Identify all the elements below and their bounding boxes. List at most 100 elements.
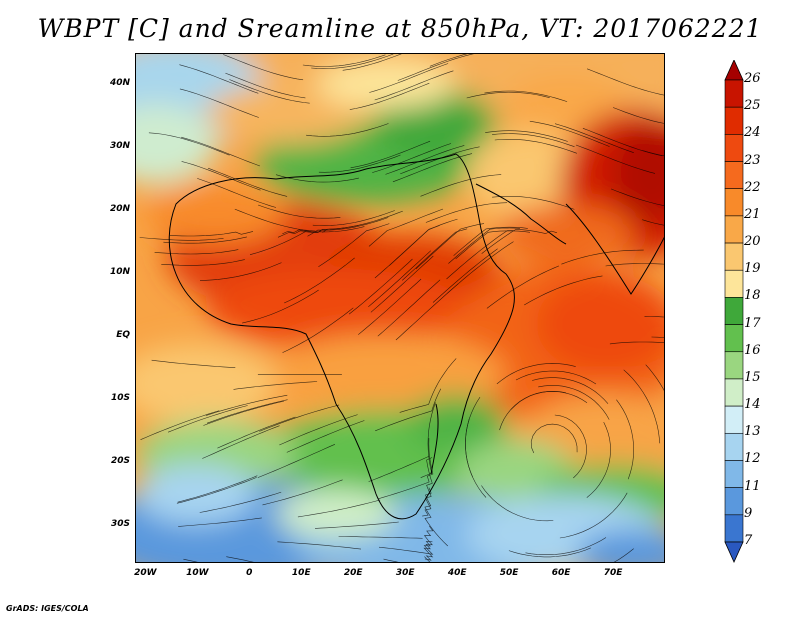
streamline: [377, 279, 441, 337]
streamline: [399, 358, 457, 413]
streamline: [181, 136, 261, 167]
lon-label-10e: 10E: [291, 568, 311, 578]
streamline: [167, 405, 248, 433]
colorbar-bin-14: [724, 432, 744, 461]
colorbar-label-14: 14: [744, 397, 761, 413]
streamline: [169, 231, 254, 237]
streamline: [494, 139, 578, 154]
credit-text: GrADS: IGES/COLA: [6, 604, 89, 613]
colorbar-label-12: 12: [744, 451, 761, 467]
streamline: [177, 475, 258, 503]
streamline: [446, 230, 514, 280]
colorbar-label-16: 16: [744, 342, 761, 358]
streamline: [432, 248, 498, 303]
chart-title: WBPT [C] and Sreamline at 850hPa, VT: 20…: [37, 14, 763, 43]
streamline: [510, 391, 588, 411]
colorbar-bin-10: [724, 324, 744, 353]
colorbar-label-23: 23: [744, 152, 761, 168]
streamline: [492, 196, 575, 210]
colorbar-bin-5: [724, 188, 744, 217]
streamline: [282, 226, 365, 235]
lat-label-eq: EQ: [116, 330, 130, 341]
streamline: [257, 444, 336, 478]
streamline: [429, 54, 468, 67]
colorbar-bin-8: [724, 269, 744, 298]
lon-label-0: 0: [246, 568, 253, 578]
streamline: [140, 410, 220, 440]
streamline: [178, 517, 262, 527]
streamline: [225, 72, 306, 99]
streamline: [486, 265, 560, 309]
streamline: [202, 425, 280, 459]
streamline: [350, 140, 431, 169]
streamline: [368, 208, 444, 247]
streamline: [176, 477, 257, 504]
streamline: [199, 491, 282, 513]
colorbar-bin-11: [724, 351, 744, 380]
streamline: [375, 388, 442, 432]
colorbar-bin-1: [724, 79, 744, 108]
lon-label-20w: 20W: [134, 568, 157, 578]
streamline: [415, 223, 485, 270]
streamline: [370, 255, 434, 313]
streamline: [532, 377, 609, 404]
streamline: [420, 174, 502, 197]
streamline: [422, 457, 433, 517]
streamline: [529, 120, 610, 147]
map-panel: [135, 53, 665, 563]
streamline: [485, 130, 568, 142]
colorbar-label-25: 25: [744, 98, 761, 114]
streamline: [642, 219, 664, 226]
streamline: [277, 541, 362, 550]
lon-label-20e: 20E: [343, 568, 363, 578]
colorbar-label-26: 26: [744, 71, 761, 86]
streamline: [586, 68, 664, 96]
streamline: [234, 208, 316, 232]
streamline: [392, 153, 473, 183]
colorbar-bin-12: [724, 378, 744, 407]
streamline: [199, 262, 282, 281]
colorbar-label-20: 20: [744, 234, 761, 250]
streamline: [401, 228, 468, 281]
streamline: [297, 499, 381, 518]
streamline: [275, 174, 359, 183]
streamline: [342, 54, 402, 71]
lon-label-60e: 60E: [551, 568, 571, 578]
colorbar-label-22: 22: [744, 179, 761, 195]
streamline: [349, 82, 430, 110]
streamline: [612, 107, 664, 124]
streamline: [205, 394, 288, 416]
streamline: [623, 369, 661, 444]
streamline: [318, 223, 390, 267]
streamline: [554, 414, 587, 479]
streamline: [311, 54, 394, 69]
coastlines: [168, 153, 664, 520]
streamline: [217, 416, 296, 449]
lat-label-30n: 30N: [109, 141, 130, 152]
streamline: [282, 307, 354, 353]
streamline: [197, 178, 277, 208]
streamline: [389, 218, 458, 266]
streamline: [151, 359, 236, 368]
streamline: [242, 289, 319, 324]
streamline: [348, 258, 413, 315]
streamline: [358, 278, 422, 335]
streamline: [368, 438, 430, 482]
streamline: [179, 88, 259, 118]
colorbar-bin-13: [724, 405, 744, 434]
colorbar-bin-9: [724, 297, 744, 325]
streamline: [312, 210, 395, 226]
streamline: [610, 188, 664, 206]
colorbar-bin-17: [724, 514, 744, 543]
streamline: [575, 144, 656, 174]
colorbar-bin-2: [724, 106, 744, 135]
lon-label-10w: 10W: [186, 568, 209, 578]
streamline: [613, 548, 634, 562]
streamline: [368, 250, 432, 308]
streamline: [481, 228, 557, 254]
streamline: [644, 316, 664, 318]
streamline: [616, 399, 635, 480]
streamline: [424, 487, 449, 547]
streamline: [448, 227, 521, 264]
streamline: [181, 161, 261, 191]
